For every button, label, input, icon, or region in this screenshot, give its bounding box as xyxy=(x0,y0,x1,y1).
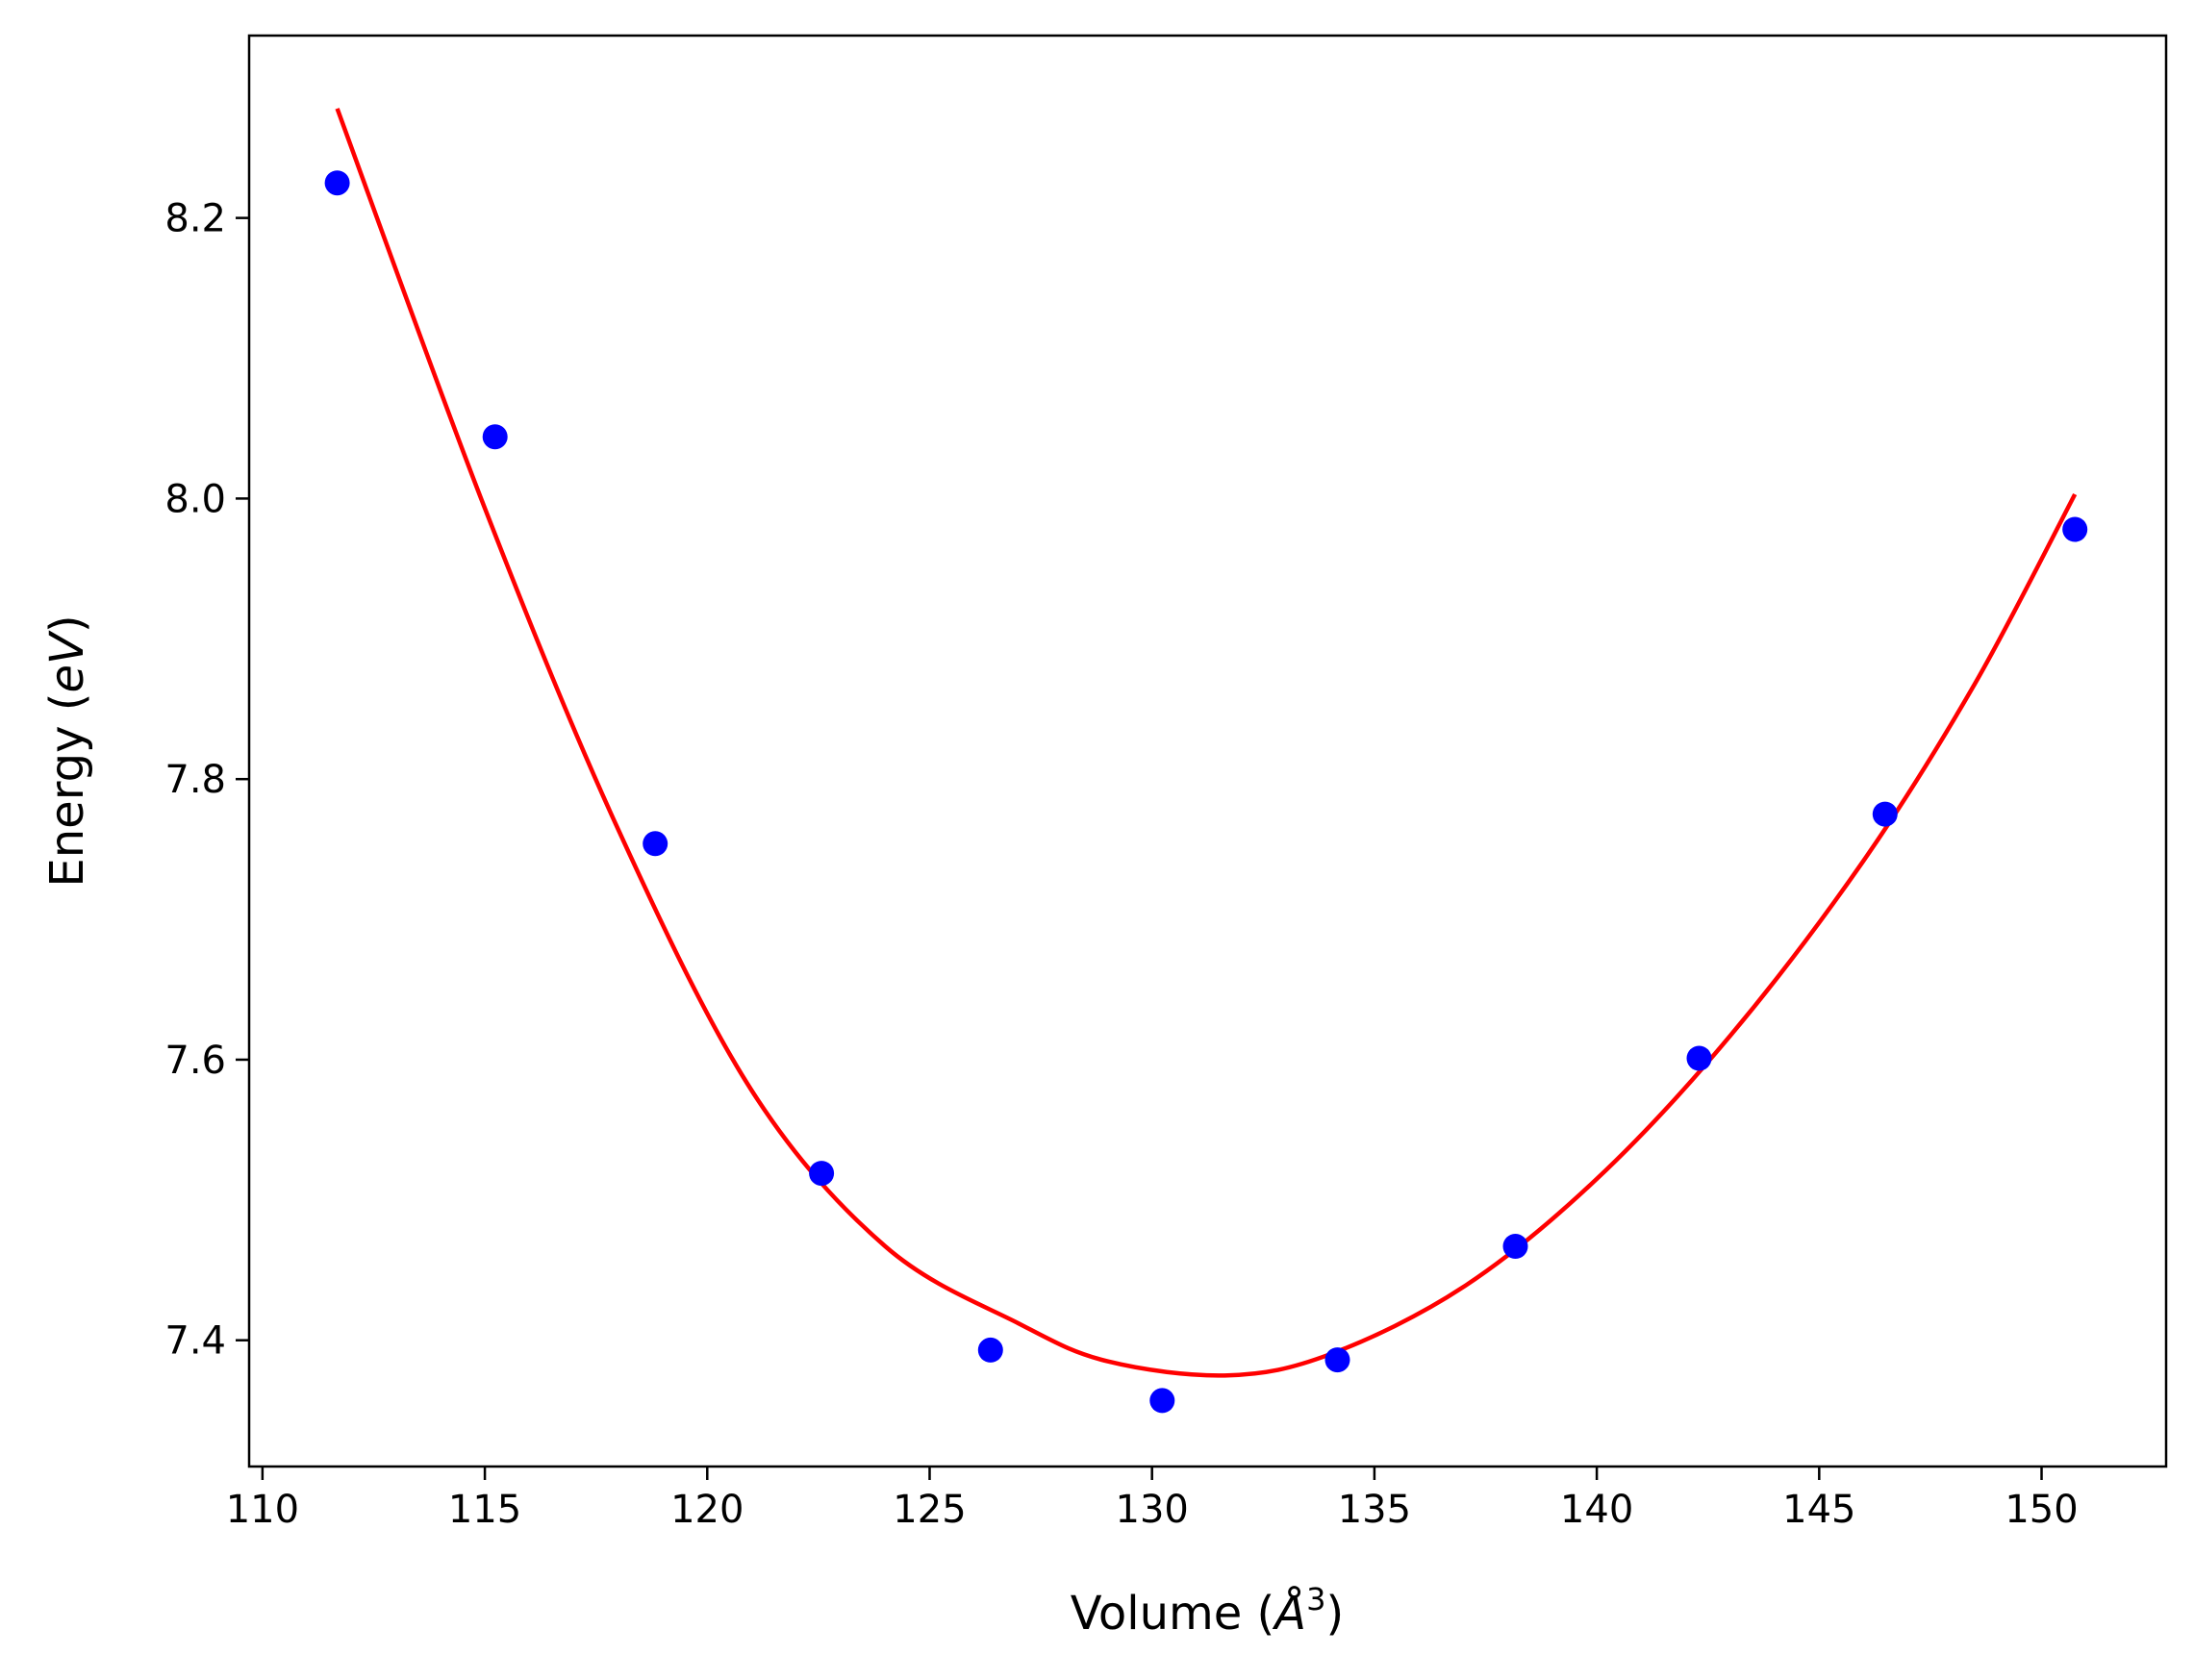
x-axis-ticks: 110 115 120 125 130 135 140 145 150 xyxy=(226,1467,2079,1532)
x-tick-label: 110 xyxy=(226,1488,299,1532)
x-tick-label: 125 xyxy=(893,1488,966,1532)
fit-layer xyxy=(335,108,2078,1378)
x-tick-label: 120 xyxy=(670,1488,744,1532)
y-axis-label-math: eV xyxy=(40,630,94,693)
y-axis-ticks: 7.4 7.6 7.8 8.0 8.2 xyxy=(164,197,249,1364)
x-axis-label-prefix: Volume ( xyxy=(1071,1587,1275,1641)
y-tick-label: 8.2 xyxy=(164,197,226,241)
data-point xyxy=(1686,1045,1712,1071)
data-point xyxy=(482,424,508,450)
data-point xyxy=(1872,801,1898,827)
x-axis-label-superscript: 3 xyxy=(1306,1581,1325,1617)
x-tick-label: 145 xyxy=(1782,1488,1855,1532)
x-tick-label: 130 xyxy=(1116,1488,1189,1532)
data-point xyxy=(1502,1234,1528,1259)
x-axis-label-suffix: ) xyxy=(1325,1587,1344,1641)
x-axis-label-math: Å xyxy=(1272,1586,1306,1641)
data-point xyxy=(977,1337,1003,1363)
data-point xyxy=(643,831,668,857)
y-tick-label: 8.0 xyxy=(164,477,226,521)
y-axis-label-prefix: Energy ( xyxy=(40,693,94,888)
y-axis-label-suffix: ) xyxy=(40,614,94,633)
y-tick-label: 7.8 xyxy=(164,758,226,802)
data-point xyxy=(324,170,350,196)
plot-frame xyxy=(247,34,2168,1468)
points-layer xyxy=(324,170,2088,1414)
x-tick-label: 140 xyxy=(1560,1488,1633,1532)
x-tick-label: 115 xyxy=(448,1488,521,1532)
fit-curve xyxy=(335,108,2078,1378)
data-point xyxy=(1149,1388,1175,1414)
y-tick-label: 7.6 xyxy=(164,1039,226,1083)
x-tick-label: 150 xyxy=(2005,1488,2078,1532)
data-point xyxy=(2062,516,2088,542)
plot-area xyxy=(249,36,2166,1467)
data-point xyxy=(1324,1347,1350,1373)
x-tick-label: 135 xyxy=(1338,1488,1411,1532)
y-axis-label: Energy (eV) xyxy=(40,614,94,887)
x-axis-label: Volume (Å3) xyxy=(1071,1581,1344,1641)
y-tick-label: 7.4 xyxy=(164,1319,226,1364)
data-point xyxy=(809,1161,835,1187)
